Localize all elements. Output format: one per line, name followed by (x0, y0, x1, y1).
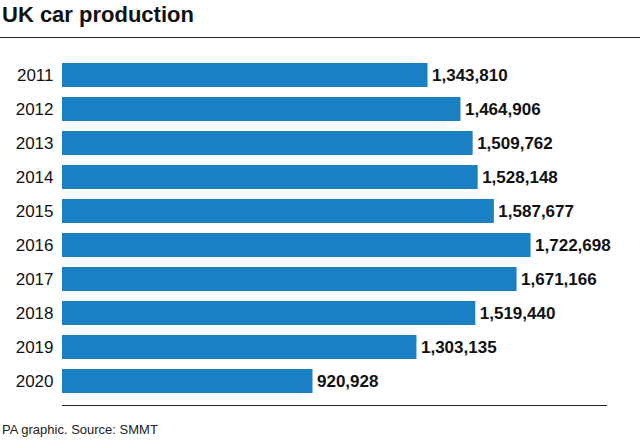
svg-text:2020: 2020 (16, 372, 54, 391)
svg-text:2016: 2016 (16, 236, 54, 255)
svg-text:1,587,677: 1,587,677 (498, 202, 574, 221)
svg-text:1,303,135: 1,303,135 (421, 338, 497, 357)
svg-text:2012: 2012 (16, 100, 54, 119)
svg-text:2018: 2018 (16, 304, 54, 323)
svg-text:2019: 2019 (16, 338, 54, 357)
html-text:UK car production: UK car production (2, 2, 194, 27)
svg-text:2017: 2017 (16, 270, 54, 289)
svg-text:2014: 2014 (16, 168, 54, 187)
svg-text:1,464,906: 1,464,906 (465, 100, 541, 119)
svg-text:920,928: 920,928 (317, 372, 378, 391)
svg-text:1,528,148: 1,528,148 (482, 168, 558, 187)
svg-text:1,509,762: 1,509,762 (477, 134, 553, 153)
svg-text:1,671,166: 1,671,166 (521, 270, 597, 289)
html-text:PA graphic. Source: SMMT: PA graphic. Source: SMMT (2, 422, 158, 437)
svg-text:2013: 2013 (16, 134, 54, 153)
svg-text:2015: 2015 (16, 202, 54, 221)
svg-text:1,519,440: 1,519,440 (480, 304, 556, 323)
svg-text:2011: 2011 (17, 66, 54, 85)
svg-text:1,343,810: 1,343,810 (432, 66, 508, 85)
svg-text:1,722,698: 1,722,698 (535, 236, 611, 255)
